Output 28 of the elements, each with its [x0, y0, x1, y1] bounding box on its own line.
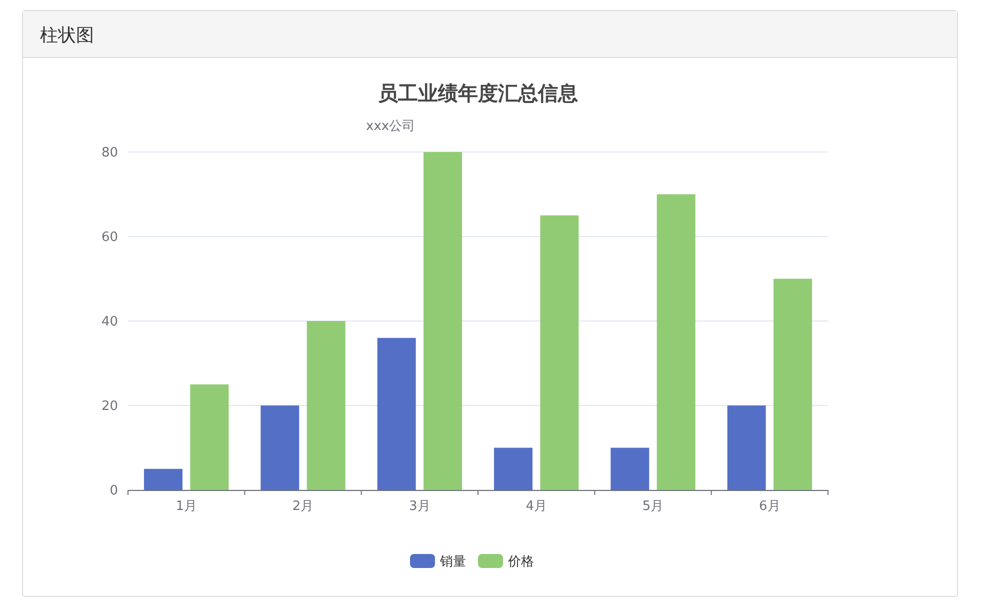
y-tick-label: 0 [110, 484, 118, 499]
bar [540, 215, 579, 490]
bar [424, 152, 462, 490]
bar [306, 321, 346, 490]
x-tick-label: 3月 [409, 499, 430, 514]
bar [260, 406, 300, 490]
x-tick-label: 5月 [642, 499, 664, 514]
text: 柱状图 [40, 25, 94, 46]
chart-subtitle: xxx公司 [366, 119, 416, 134]
y-tick-label: 40 [101, 314, 118, 330]
bar [610, 448, 650, 490]
bar [727, 406, 766, 490]
y-tick-label: 60 [101, 230, 118, 246]
bar [190, 384, 229, 490]
legend-label: 销量 [439, 554, 466, 570]
x-tick-label: 2月 [292, 499, 314, 514]
y-tick-label: 80 [101, 146, 118, 161]
bar [144, 468, 182, 490]
bar [494, 448, 532, 490]
x-tick-label: 4月 [526, 499, 547, 514]
legend-label: 价格 [507, 554, 534, 570]
x-tick-label: 6月 [759, 499, 780, 514]
y-tick-label: 20 [101, 399, 118, 414]
bar [656, 194, 696, 490]
chart-title: 员工业绩年度汇总信息 [378, 81, 578, 105]
bar [377, 338, 416, 490]
bar [774, 278, 812, 490]
x-tick-label: 1月 [176, 499, 197, 514]
